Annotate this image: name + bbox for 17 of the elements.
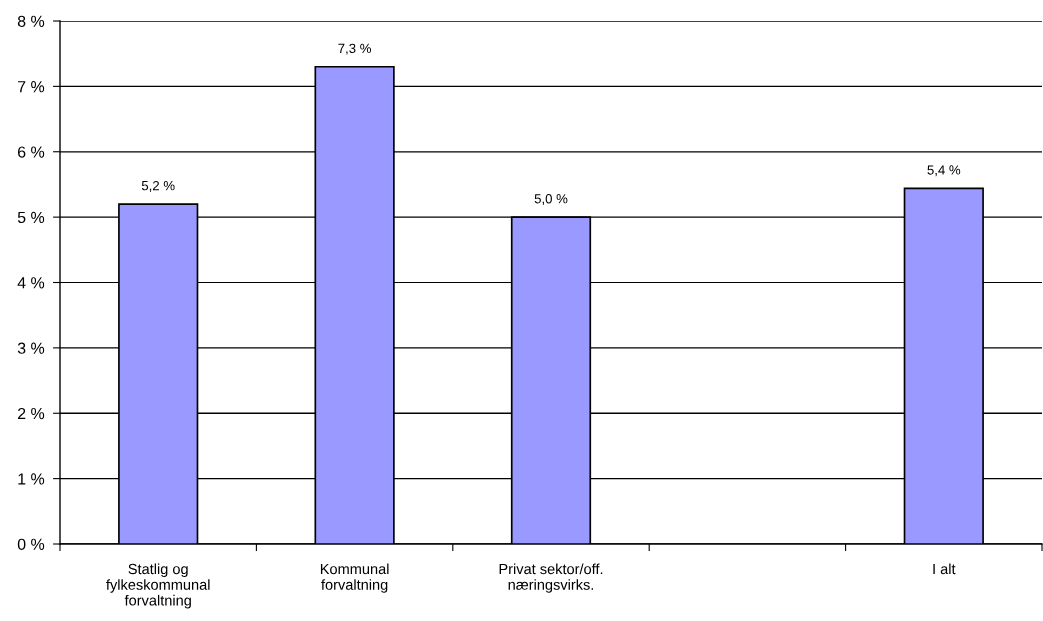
y-tick-label: 6 % [18,146,45,158]
y-tick-label: 7 % [18,81,45,93]
x-tick-label: Kommunal forvaltning [320,563,389,593]
x-tick-label: I alt [933,563,956,575]
y-tick-label: 8 % [17,15,45,27]
x-tick-label: Statlig og fylkeskommunal forvaltning [106,563,210,609]
y-tick-label: 5 % [17,211,45,224]
y-tick-label: 2 % [18,407,45,420]
y-tick-label: 0 % [17,538,45,550]
x-tick-label: Privat sektor/off. næringsvirks. [499,563,603,593]
data-label: 5,2 % [141,180,175,192]
y-tick-label: 1 % [18,473,45,485]
y-tick-label: 3 % [17,342,45,354]
data-label: 5,4 % [927,165,961,177]
data-label: 7,3 % [338,43,371,55]
y-tick-label: 4 % [17,277,45,289]
data-label: 5,0 % [534,194,568,205]
